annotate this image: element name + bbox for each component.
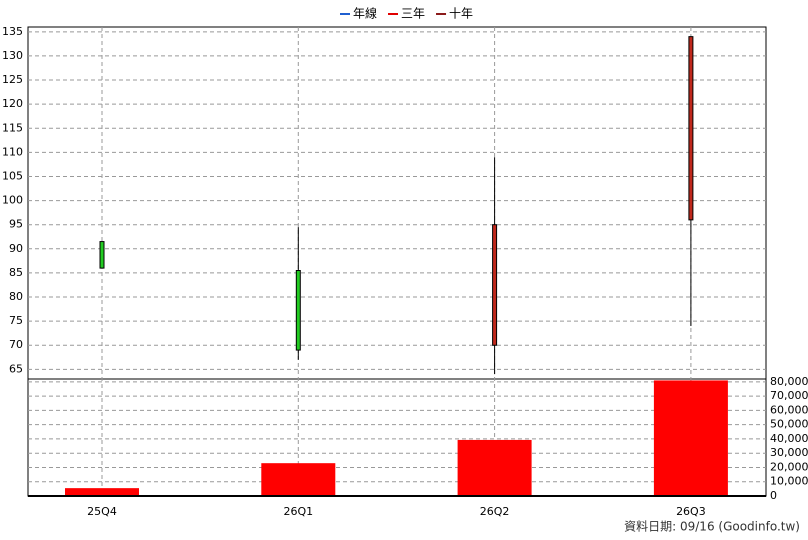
candle-body <box>688 36 694 221</box>
y-tick-label: 105 <box>2 169 23 182</box>
y-tick-label: 130 <box>2 49 23 62</box>
y2-tick-label: 70,000 <box>770 389 808 402</box>
y-tick-label: 95 <box>9 218 23 231</box>
candle-body <box>295 270 301 351</box>
y-tick-label: 135 <box>2 25 23 38</box>
legend-label: 三年 <box>401 7 425 21</box>
volume-bar <box>261 463 336 496</box>
y2-tick-label: 10,000 <box>770 475 808 488</box>
y2-tick-label: 40,000 <box>770 432 808 445</box>
y2-tick-label: 30,000 <box>770 446 808 459</box>
y-tick-label: 100 <box>2 194 23 207</box>
y-tick-label: 115 <box>2 121 23 134</box>
y2-tick-label: 80,000 <box>770 375 808 388</box>
y2-tick-label: 20,000 <box>770 460 808 473</box>
y-tick-label: 70 <box>9 338 23 351</box>
y-tick-label: 85 <box>9 266 23 279</box>
candle-body <box>99 241 105 269</box>
y-tick-label: 90 <box>9 242 23 255</box>
legend-label: 十年 <box>449 7 473 21</box>
y2-tick-label: 0 <box>770 489 777 502</box>
x-tick-label: 26Q2 <box>480 505 510 518</box>
volume-bar <box>653 380 728 496</box>
y-tick-label: 110 <box>2 145 23 158</box>
y-tick-label: 75 <box>9 314 23 327</box>
legend-label: 年線 <box>353 6 377 21</box>
volume-bar <box>457 439 532 496</box>
x-tick-label: 26Q1 <box>283 505 313 518</box>
footnote: 資料日期: 09/16 (Goodinfo.tw) <box>624 520 800 534</box>
y-tick-label: 125 <box>2 73 23 86</box>
volume-bar <box>65 488 139 496</box>
y-tick-label: 65 <box>9 362 23 375</box>
y2-tick-label: 50,000 <box>770 418 808 431</box>
y2-tick-label: 60,000 <box>770 403 808 416</box>
x-tick-label: 26Q3 <box>676 505 706 518</box>
y-tick-label: 80 <box>9 290 23 303</box>
x-tick-label: 25Q4 <box>87 505 117 518</box>
y-tick-label: 120 <box>2 97 23 110</box>
candle-body <box>492 224 498 346</box>
